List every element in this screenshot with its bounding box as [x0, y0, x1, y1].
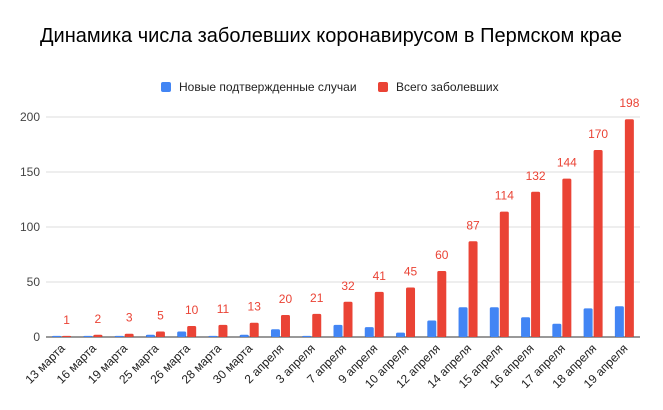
- legend-swatch: [161, 82, 171, 92]
- y-tick-label: 0: [33, 330, 40, 344]
- y-tick-label: 200: [20, 110, 40, 124]
- bar: [249, 322, 259, 337]
- bar: [187, 326, 197, 337]
- data-label: 1: [63, 313, 70, 327]
- legend-swatch: [378, 82, 388, 92]
- bar: [406, 287, 416, 337]
- data-label: 144: [557, 156, 577, 170]
- data-label: 41: [373, 269, 387, 283]
- data-label: 32: [341, 279, 355, 293]
- data-label: 21: [310, 291, 324, 305]
- bar: [280, 315, 290, 337]
- data-label: 132: [526, 169, 546, 183]
- data-label: 198: [619, 96, 639, 110]
- data-label: 87: [466, 218, 480, 232]
- bar: [52, 335, 62, 337]
- y-tick-label: 150: [20, 165, 40, 179]
- bar: [458, 307, 468, 337]
- bar: [364, 327, 374, 337]
- bar: [624, 119, 634, 337]
- bar: [396, 332, 406, 337]
- data-label: 114: [495, 189, 514, 203]
- data-label: 11: [217, 302, 230, 316]
- bar: [374, 291, 384, 337]
- data-label: 2: [95, 312, 102, 326]
- legend: Новые подтвержденные случаи Всего заболев…: [161, 80, 499, 94]
- bar: [83, 335, 93, 337]
- data-label: 60: [435, 248, 449, 262]
- bar: [312, 313, 322, 337]
- bar: [499, 211, 509, 337]
- data-label: 3: [126, 311, 133, 325]
- bars: 1 2 3 5 10 11 13 20 21 32 41 45 60 87 114 132 144 170 198: [52, 96, 640, 337]
- bar: [521, 317, 531, 337]
- chart-title: Динамика числа заболевших коронавирусом …: [40, 25, 622, 47]
- bar: [562, 178, 572, 337]
- bar: [218, 324, 228, 337]
- bar: [302, 335, 312, 337]
- y-tick-label: 100: [20, 220, 40, 234]
- bar: [531, 191, 541, 337]
- data-label: 5: [157, 309, 164, 323]
- bar: [489, 307, 499, 337]
- bar: [208, 335, 218, 337]
- bar: [114, 335, 124, 337]
- gridlines: 0 50 100 150 200: [20, 110, 640, 344]
- bar: [239, 334, 249, 337]
- bar: [583, 308, 593, 337]
- data-label: 20: [279, 292, 293, 306]
- data-label: 10: [185, 303, 199, 317]
- legend-label: Всего заболевших: [396, 80, 499, 94]
- legend-label: Новые подтвержденные случаи: [179, 80, 357, 94]
- bar: [614, 306, 624, 337]
- bar: [468, 241, 478, 337]
- data-label: 45: [404, 265, 418, 279]
- bar: [93, 334, 103, 337]
- bar: [437, 271, 447, 337]
- y-tick-label: 50: [27, 275, 41, 289]
- data-label: 13: [248, 300, 262, 314]
- bar: [124, 333, 134, 337]
- data-label: 170: [588, 127, 608, 141]
- bar: [145, 334, 155, 337]
- bar: [552, 323, 562, 337]
- bar: [177, 331, 187, 337]
- bar: [62, 335, 72, 337]
- bar: [343, 301, 353, 337]
- bar: [593, 150, 603, 337]
- bar: [333, 324, 343, 337]
- bar: [427, 320, 437, 337]
- bar: [155, 331, 165, 337]
- bar: [270, 329, 280, 337]
